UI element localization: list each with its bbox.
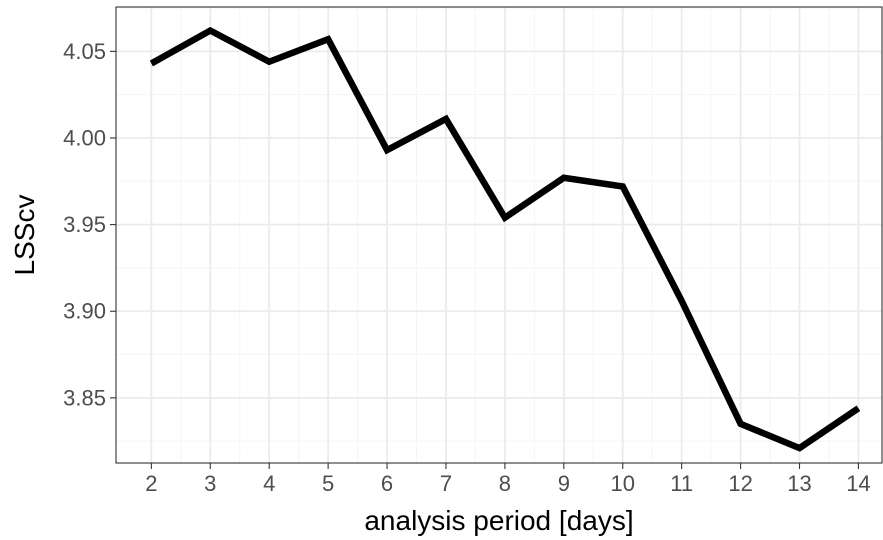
y-tick-label: 3.90 [63,299,106,324]
y-axis-title: LSScv [9,195,40,276]
y-tick-label: 4.05 [63,39,106,64]
y-tick-label: 3.95 [63,212,106,237]
x-tick-label: 11 [670,471,693,496]
x-tick-label: 8 [499,471,511,496]
y-tick-label: 4.00 [63,125,106,150]
x-axis: 2 3 4 5 6 7 8 9 10 11 12 13 14 [145,463,871,496]
major-grid [116,7,882,463]
x-tick-label: 7 [440,471,452,496]
x-tick-label: 5 [322,471,334,496]
x-tick-label: 12 [728,471,752,496]
x-tick-label: 2 [145,471,157,496]
series-line [149,26,861,452]
x-tick-label: 13 [787,471,811,496]
x-tick-label: 10 [610,471,634,496]
minor-grid [116,7,882,463]
y-axis: 3.85 3.90 3.95 4.00 4.05 [63,39,116,410]
panel-border [115,6,883,464]
y-tick-label: 3.85 [63,385,106,410]
x-tick-label: 3 [204,471,216,496]
x-tick-label: 9 [558,471,570,496]
series-layer [149,26,861,452]
x-tick-label: 6 [381,471,393,496]
x-axis-title: analysis period [days] [364,505,633,536]
x-tick-label: 14 [846,471,870,496]
x-tick-label: 4 [263,471,275,496]
